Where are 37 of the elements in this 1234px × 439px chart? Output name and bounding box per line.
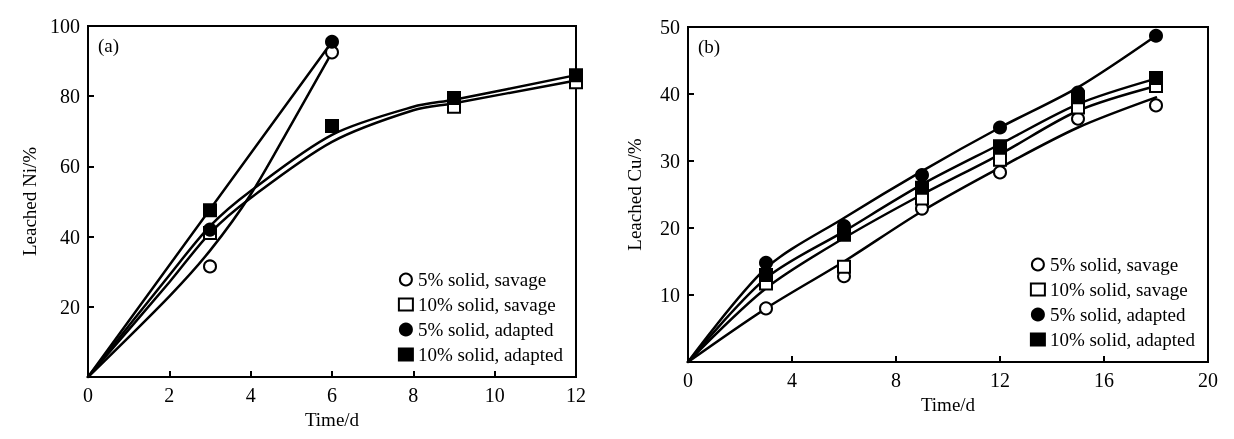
y-tick-label: 20 [660, 217, 680, 239]
x-tick-label: 16 [1094, 369, 1114, 391]
annotation: (a) [98, 35, 120, 57]
legend-label: 5% solid, adapted [417, 319, 554, 340]
x-tick-label: 6 [327, 384, 337, 406]
x-tick-label: 0 [683, 369, 693, 391]
y-tick-label: 100 [50, 15, 80, 37]
x-tick-label: 10 [484, 384, 505, 406]
y-tick-label: 80 [60, 85, 80, 108]
y-tick-label: 50 [660, 16, 680, 38]
y-tick-label: 40 [60, 225, 80, 248]
x-tick-label: 0 [83, 384, 93, 406]
x-tick-label: 12 [566, 384, 586, 406]
x-tick-label: 12 [990, 369, 1010, 391]
x-tick-label: 8 [891, 369, 901, 391]
x-tick-label: 4 [245, 384, 256, 406]
x-tick-label: 20 [1198, 369, 1218, 391]
legend-label: 10% solid, savage [1049, 279, 1188, 300]
y-axis-title: Leached Ni/% [19, 146, 41, 257]
x-axis-title: Time/d [920, 393, 976, 415]
legend-label: 10% solid, adapted [1049, 329, 1196, 350]
legend-label: 5% solid, savage [417, 269, 547, 290]
x-tick-label: 2 [164, 384, 175, 406]
legend-label: 5% solid, savage [1049, 254, 1179, 275]
x-axis-title: Time/d [304, 408, 360, 430]
annotation: (b) [698, 36, 721, 58]
y-tick-label: 20 [60, 295, 80, 318]
y-tick-label: 10 [660, 284, 680, 306]
x-tick-label: 4 [787, 369, 797, 391]
y-tick-label: 30 [660, 150, 680, 172]
x-tick-label: 8 [408, 384, 419, 406]
legend-label: 5% solid, adapted [1049, 304, 1186, 325]
y-tick-label: 60 [60, 155, 80, 178]
legend-label: 10% solid, savage [417, 294, 556, 315]
y-tick-label: 40 [660, 83, 680, 105]
y-axis-title: Leached Cu/% [624, 138, 645, 251]
legend-label: 10% solid, adapted [417, 344, 564, 365]
